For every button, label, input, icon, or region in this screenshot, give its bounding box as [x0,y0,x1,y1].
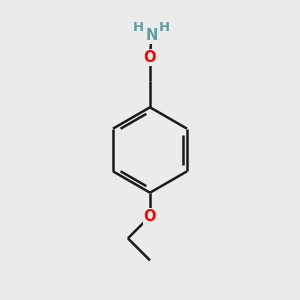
Text: O: O [144,209,156,224]
Text: H: H [159,21,170,34]
Text: O: O [144,50,156,65]
Text: N: N [145,28,158,43]
Text: H: H [133,21,144,34]
